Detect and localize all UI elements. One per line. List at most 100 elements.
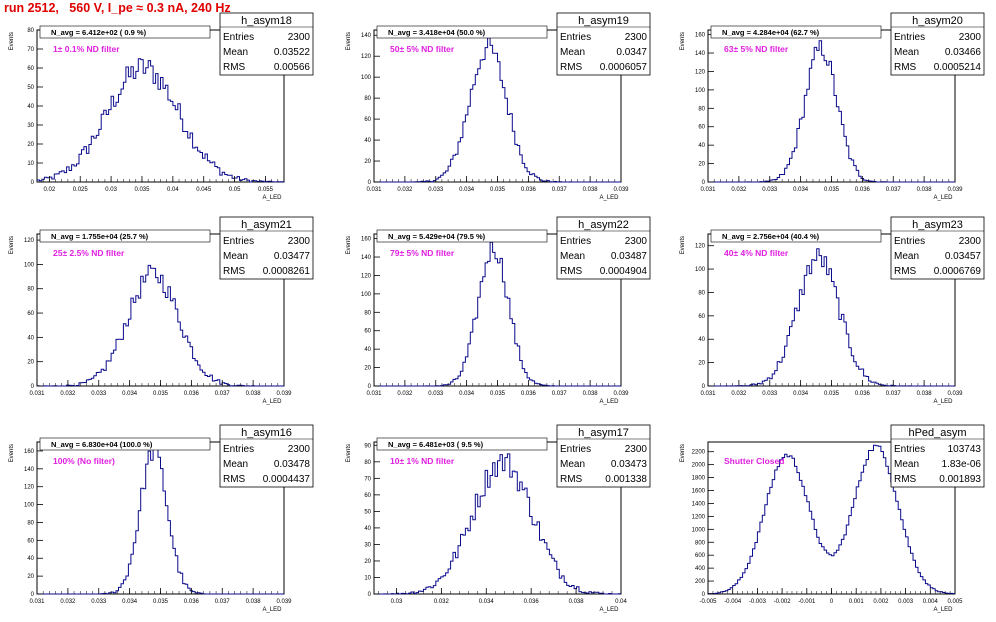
y-tick-label: 0: [31, 384, 35, 390]
stats-box: [556, 424, 651, 488]
stats-value: 0.03466: [945, 47, 982, 58]
stats-value: 0.0006057: [600, 62, 648, 73]
y-axis-title: Events: [346, 32, 352, 50]
histogram-hPed_asym: -0.005 -0.004 -0.003 -0.002 -0.001 0 0.001 0.00…: [680, 424, 985, 613]
stats-label: RMS: [894, 266, 917, 277]
x-tick-label: 0.039: [276, 599, 292, 605]
navg-box: [39, 229, 211, 243]
x-tick-label: 0.002: [873, 599, 889, 605]
filter-annotation: 50± 5% ND filter: [390, 44, 455, 54]
x-tick-label: 0.038: [917, 187, 933, 193]
x-tick-label: 0.039: [947, 187, 963, 193]
stats-label: Mean: [223, 251, 248, 262]
y-tick-label: 140: [361, 33, 372, 39]
navg-box: [39, 25, 211, 39]
y-tick-label: 20: [364, 159, 371, 165]
navg-label: N_avg = 2.756e+04 (40.4 %): [722, 232, 820, 241]
navg-label: N_avg = 5.429e+04 (79.5 %): [388, 232, 486, 241]
stats-label: Mean: [894, 459, 919, 470]
stats-label: Mean: [560, 251, 585, 262]
stats-value: 0.03487: [611, 251, 648, 262]
x-tick-label: 0.02: [44, 187, 56, 193]
y-tick-label: 0: [31, 180, 35, 186]
x-tick-label: 0.037: [886, 187, 902, 193]
x-tick-label: 0.031: [366, 391, 382, 397]
x-tick-label: 0.032: [60, 599, 76, 605]
y-tick-label: 80: [27, 28, 34, 34]
y-tick-label: 20: [27, 574, 34, 580]
x-tick-label: 0.033: [762, 187, 778, 193]
stats-value: 2300: [959, 32, 982, 43]
stats-value: 0.0006769: [934, 266, 982, 277]
y-axis-title: Events: [346, 444, 352, 462]
x-tick-label: 0.035: [153, 391, 169, 397]
navg-box: [39, 437, 211, 451]
x-tick-label: 0.03: [105, 187, 117, 193]
y-tick-label: 80: [698, 290, 705, 296]
stats-label: RMS: [223, 474, 246, 485]
stats-label: Mean: [223, 459, 248, 470]
y-tick-label: 1600: [692, 489, 706, 495]
stats-title: h_asym23: [912, 219, 963, 231]
y-axis-title: Events: [9, 32, 15, 50]
y-tick-label: 80: [364, 310, 371, 316]
histogram-line: [708, 248, 955, 387]
y-tick-label: 160: [361, 237, 372, 243]
x-tick-label: 0.036: [524, 599, 540, 605]
histogram-line: [374, 37, 621, 183]
stats-box: [219, 12, 314, 76]
stats-label: RMS: [223, 62, 246, 73]
stats-value: 0.001338: [605, 474, 647, 485]
y-tick-label: 60: [27, 66, 34, 72]
y-tick-label: 100: [361, 75, 372, 81]
x-tick-label: 0.039: [276, 391, 292, 397]
x-axis-title: A_LED: [599, 195, 619, 201]
stats-label: Entries: [560, 236, 591, 247]
y-tick-label: 2000: [692, 463, 706, 469]
x-tick-label: 0.038: [917, 391, 933, 397]
x-axis-title: A_LED: [262, 195, 282, 201]
y-tick-label: 1800: [692, 476, 706, 482]
stats-label: Entries: [223, 32, 254, 43]
x-tick-label: 0.038: [246, 391, 262, 397]
y-axis-title: Events: [9, 444, 15, 462]
x-tick-label: 0.036: [184, 391, 200, 397]
x-tick-label: 0.05: [229, 187, 241, 193]
y-tick-label: 80: [27, 520, 34, 526]
x-tick-label: 0.034: [122, 599, 138, 605]
histogram-h_asym17: 0.03 0.032 0.034 0.036 0.038 0.04 0 10 20 30 40 50 6…: [346, 424, 651, 613]
y-tick-label: 60: [364, 117, 371, 123]
x-tick-label: 0.038: [246, 599, 262, 605]
stats-label: Entries: [560, 444, 591, 455]
y-tick-label: 10: [364, 575, 371, 581]
y-tick-label: 40: [27, 104, 34, 110]
stats-label: RMS: [894, 474, 917, 485]
x-tick-label: 0.032: [731, 187, 747, 193]
x-tick-label: 0.039: [613, 391, 629, 397]
x-tick-label: 0.045: [196, 187, 212, 193]
stats-title: h_asym20: [912, 15, 963, 27]
y-tick-label: 40: [27, 335, 34, 341]
x-tick-label: 0.034: [793, 187, 809, 193]
y-tick-label: 60: [27, 538, 34, 544]
x-tick-label: 0.039: [947, 391, 963, 397]
histogram-h_asym22: 0.031 0.032 0.033 0.034 0.035 0.036 0.037 0.038…: [346, 216, 651, 405]
stats-label: RMS: [223, 266, 246, 277]
y-axis-title: Events: [346, 236, 352, 254]
y-axis-title: Events: [680, 32, 686, 50]
y-tick-label: 600: [695, 553, 706, 559]
x-axis-title: A_LED: [262, 399, 282, 405]
histogram-h_asym20: 0.031 0.032 0.033 0.034 0.035 0.036 0.037 0.038…: [680, 12, 985, 201]
x-tick-label: 0.033: [91, 391, 107, 397]
y-tick-label: 0: [368, 592, 372, 598]
y-tick-label: 80: [364, 460, 371, 466]
stats-label: RMS: [560, 474, 583, 485]
y-tick-label: 40: [698, 143, 705, 149]
x-tick-label: 0.037: [552, 391, 568, 397]
y-tick-label: 1000: [692, 527, 706, 533]
filter-annotation: 79± 5% ND filter: [390, 248, 455, 258]
y-tick-label: 100: [695, 88, 706, 94]
stats-value: 2300: [288, 444, 311, 455]
x-tick-label: 0.033: [91, 599, 107, 605]
y-tick-label: 100: [361, 292, 372, 298]
